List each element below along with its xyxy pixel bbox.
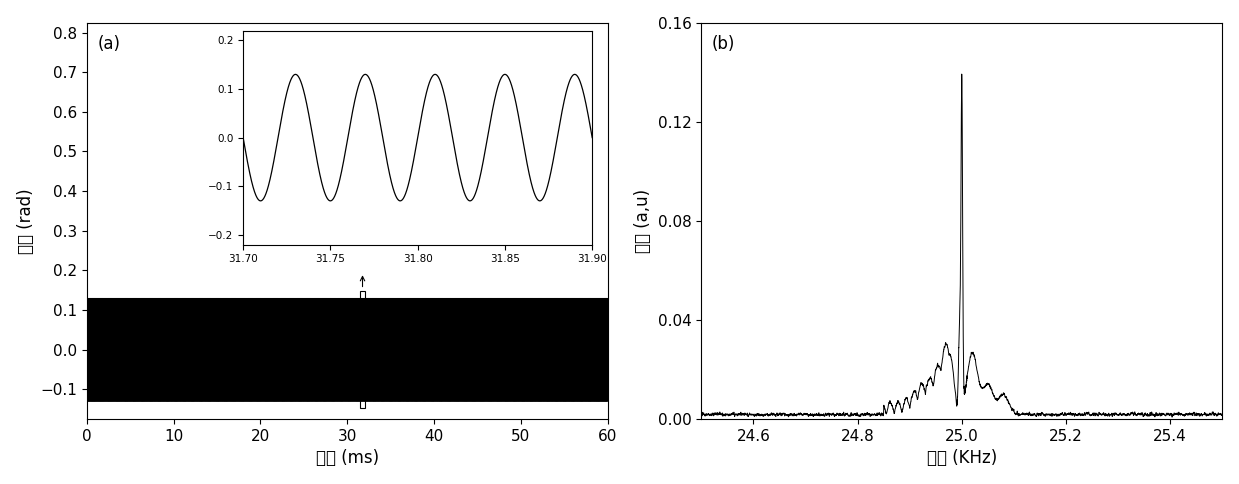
X-axis label: 频率 (KHz): 频率 (KHz) xyxy=(927,449,997,468)
Text: (a): (a) xyxy=(97,34,120,53)
X-axis label: 时间 (ms): 时间 (ms) xyxy=(316,449,379,468)
Text: (b): (b) xyxy=(711,34,735,53)
Y-axis label: 相位 (rad): 相位 (rad) xyxy=(16,188,35,254)
Y-axis label: 强度 (a,u): 强度 (a,u) xyxy=(634,189,652,253)
